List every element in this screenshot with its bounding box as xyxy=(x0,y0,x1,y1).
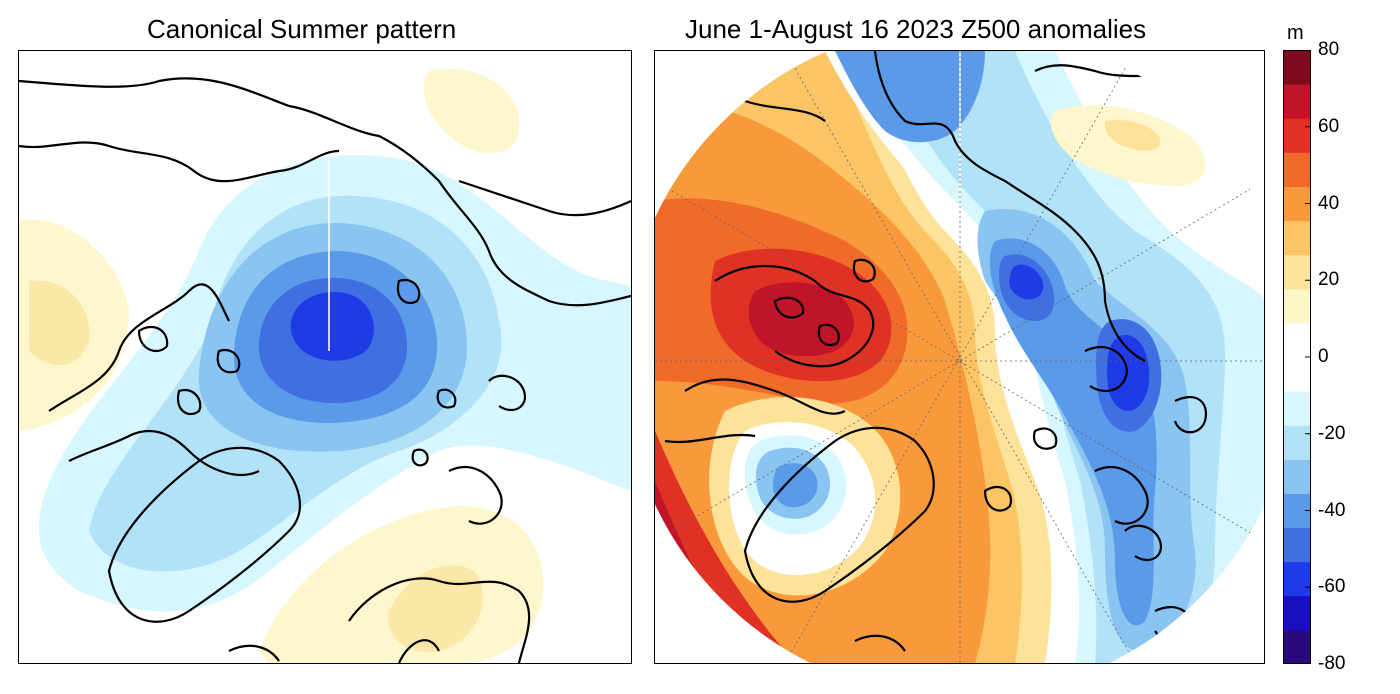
positive-anomaly-west-core xyxy=(29,280,90,365)
colorbar-segment xyxy=(1283,50,1311,85)
coastlines xyxy=(19,77,631,663)
colorbar-tick-label: 0 xyxy=(1318,346,1329,367)
anomaly-2023-map xyxy=(654,50,1265,664)
colorbar-segment xyxy=(1283,595,1311,631)
negative-anomaly-core xyxy=(290,291,374,361)
cold-north-30 xyxy=(835,51,985,143)
positive-anomaly-south-core xyxy=(388,565,483,652)
canonical-map-canvas xyxy=(19,69,631,663)
greenland-coast xyxy=(107,446,301,623)
cold-east-60 xyxy=(1009,264,1044,300)
colorbar-segment xyxy=(1283,84,1311,119)
canonical-pattern-map xyxy=(18,50,632,664)
anomaly-map-canvas xyxy=(655,51,1264,663)
colorbar-segment xyxy=(1283,527,1311,563)
colorbar-segment xyxy=(1283,357,1311,392)
graticule xyxy=(655,51,1264,663)
colorbar-segment xyxy=(1283,425,1311,460)
colorbar-tick-label: 40 xyxy=(1318,192,1340,214)
colorbar xyxy=(1283,50,1311,664)
colorbar-tick-label: -60 xyxy=(1318,576,1346,598)
colorbar-segment xyxy=(1283,220,1311,256)
colorbar-segment xyxy=(1283,629,1311,664)
colorbar-segment xyxy=(1283,288,1311,324)
colorbar-tick-label: -20 xyxy=(1318,422,1346,444)
colorbar-segment xyxy=(1283,322,1311,358)
colorbar-tick-label: 60 xyxy=(1318,115,1340,137)
warm-northeast-core xyxy=(1104,120,1161,151)
colorbar-segment xyxy=(1283,391,1311,426)
cold-east-40 xyxy=(989,238,1157,626)
anomaly-disk xyxy=(655,51,1264,663)
cold-greenland-40 xyxy=(773,463,818,508)
left-panel-title: Canonical Summer pattern xyxy=(147,14,457,44)
colorbar-segment xyxy=(1283,561,1311,597)
positive-anomaly-northeast xyxy=(424,69,520,154)
colorbar-segment xyxy=(1283,459,1311,494)
colorbar-segment xyxy=(1283,152,1311,187)
right-panel-title: June 1-August 16 2023 Z500 anomalies xyxy=(685,14,1147,44)
colorbar-segment xyxy=(1283,254,1311,290)
colorbar-unit: m xyxy=(1287,22,1304,44)
greenland-coast-right xyxy=(743,426,935,603)
colorbar-segment xyxy=(1283,118,1311,153)
colorbar-tick-label: 80 xyxy=(1318,39,1340,60)
colorbar-tick-label: 20 xyxy=(1318,269,1340,291)
colorbar-tick-label: -40 xyxy=(1318,499,1346,521)
colorbar-tick-label: -80 xyxy=(1318,653,1346,674)
